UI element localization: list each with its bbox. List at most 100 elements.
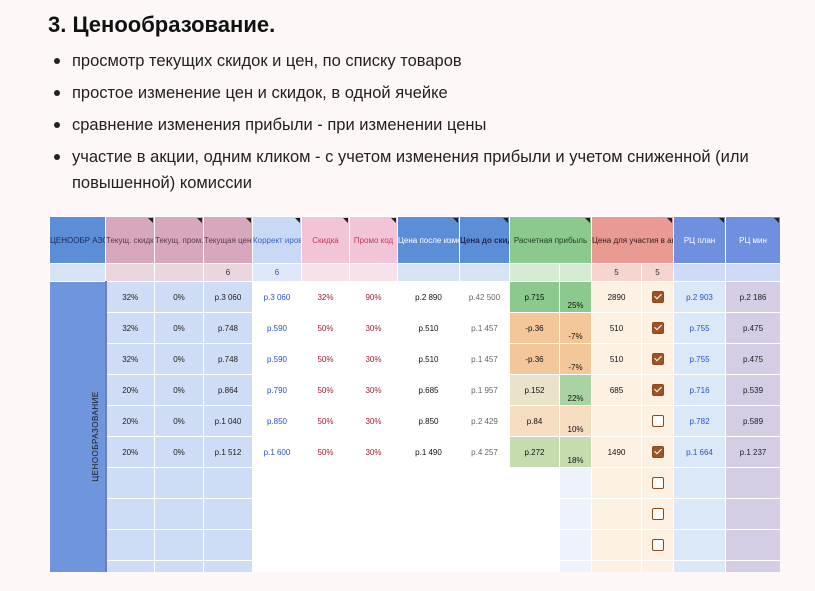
cell-current-promo[interactable]: 0% bbox=[154, 343, 204, 375]
cell-price-after[interactable] bbox=[397, 467, 460, 499]
cell-calc-profit[interactable]: р.152 bbox=[509, 374, 560, 406]
cell-promo-price[interactable]: 1490 bbox=[591, 436, 643, 468]
cell-price-before[interactable]: р.1 457 bbox=[459, 343, 510, 375]
promo-checkbox-checked[interactable] bbox=[651, 446, 664, 458]
cell-promo-code[interactable]: 30% bbox=[349, 436, 398, 468]
cell-price-correction[interactable] bbox=[252, 560, 302, 572]
cell-discount[interactable]: 50% bbox=[301, 436, 350, 468]
cell-current-price[interactable] bbox=[203, 529, 253, 561]
cell-price-after[interactable]: р.510 bbox=[397, 312, 460, 344]
cell-price-before[interactable]: р.1 457 bbox=[459, 312, 510, 344]
cell-rrp-plan[interactable]: р.755 bbox=[673, 343, 727, 375]
cell-current-promo[interactable] bbox=[154, 467, 204, 499]
cell-current-price[interactable]: р.1 512 bbox=[203, 436, 253, 468]
promo-checkbox-checked[interactable] bbox=[651, 384, 664, 396]
cell-price-correction[interactable]: р.790 bbox=[252, 374, 302, 406]
cell-calc-profit[interactable] bbox=[509, 498, 560, 530]
cell-current-price[interactable]: р.3 060 bbox=[203, 281, 253, 313]
cell-discount[interactable]: 50% bbox=[301, 343, 350, 375]
cell-promo-code[interactable] bbox=[349, 498, 398, 530]
cell-discount[interactable] bbox=[301, 560, 350, 572]
cell-current-promo[interactable] bbox=[154, 560, 204, 572]
cell-price-after[interactable]: р.685 bbox=[397, 374, 460, 406]
promo-checkbox-checked[interactable] bbox=[651, 322, 664, 334]
cell-rrp-min[interactable]: р.475 bbox=[725, 312, 780, 344]
cell-price-before[interactable] bbox=[459, 560, 510, 572]
cell-current-price[interactable]: р.1 040 bbox=[203, 405, 253, 437]
cell-current-discount[interactable] bbox=[105, 467, 155, 499]
cell-rrp-plan[interactable]: р.2 903 bbox=[673, 281, 727, 313]
cell-promo-price[interactable]: 2890 bbox=[591, 281, 643, 313]
cell-rrp-min[interactable] bbox=[725, 467, 780, 499]
cell-rrp-min[interactable]: р.1 237 bbox=[725, 436, 780, 468]
col-header-promo-code[interactable]: Промо код bbox=[349, 216, 398, 264]
cell-price-after[interactable]: р.510 bbox=[397, 343, 460, 375]
cell-promo-price[interactable]: 685 bbox=[591, 374, 643, 406]
cell-promo-code[interactable] bbox=[349, 560, 398, 572]
col-header-price-correction[interactable]: Коррект ировка цены bbox=[252, 216, 302, 264]
cell-price-correction[interactable] bbox=[252, 529, 302, 561]
cell-current-discount[interactable]: 32% bbox=[105, 281, 155, 313]
cell-current-discount[interactable] bbox=[105, 498, 155, 530]
cell-price-before[interactable]: р.4 257 bbox=[459, 436, 510, 468]
cell-rrp-min[interactable]: р.589 bbox=[725, 405, 780, 437]
col-header-discount[interactable]: Скидка bbox=[301, 216, 350, 264]
col-header-promo-price[interactable]: Цена для участия в акции bbox=[591, 216, 675, 264]
cell-price-after[interactable]: р.2 890 bbox=[397, 281, 460, 313]
cell-price-before[interactable]: р.2 429 bbox=[459, 405, 510, 437]
cell-calc-profit[interactable] bbox=[509, 467, 560, 499]
col-header-rrp-plan[interactable]: РЦ план bbox=[673, 216, 727, 264]
cell-discount[interactable] bbox=[301, 467, 350, 499]
cell-rrp-min[interactable]: р.2 186 bbox=[725, 281, 780, 313]
promo-checkbox[interactable] bbox=[651, 415, 664, 427]
col-header-price-before[interactable]: Цена до скидки bbox=[459, 216, 510, 264]
cell-current-promo[interactable]: 0% bbox=[154, 312, 204, 344]
cell-price-before[interactable] bbox=[459, 467, 510, 499]
cell-rrp-min[interactable]: р.539 bbox=[725, 374, 780, 406]
cell-calc-profit[interactable]: -р.36 bbox=[509, 343, 560, 375]
cell-price-before[interactable] bbox=[459, 529, 510, 561]
cell-current-promo[interactable]: 0% bbox=[154, 281, 204, 313]
cell-price-before[interactable]: р.1 957 bbox=[459, 374, 510, 406]
cell-promo-price[interactable] bbox=[591, 529, 643, 561]
cell-discount[interactable] bbox=[301, 498, 350, 530]
col-header-current-promo[interactable]: Текущ. пром. bbox=[154, 216, 204, 264]
cell-promo-price[interactable]: 510 bbox=[591, 343, 643, 375]
cell-promo-code[interactable] bbox=[349, 467, 398, 499]
cell-discount[interactable]: 50% bbox=[301, 374, 350, 406]
cell-rrp-plan[interactable]: р.1 664 bbox=[673, 436, 727, 468]
cell-calc-profit[interactable] bbox=[509, 560, 560, 572]
cell-price-correction[interactable]: р.590 bbox=[252, 312, 302, 344]
cell-rrp-plan[interactable] bbox=[673, 467, 727, 499]
cell-promo-code[interactable]: 90% bbox=[349, 281, 398, 313]
cell-current-price[interactable] bbox=[203, 498, 253, 530]
cell-price-after[interactable] bbox=[397, 498, 460, 530]
cell-discount[interactable]: 50% bbox=[301, 405, 350, 437]
cell-promo-price[interactable]: 510 bbox=[591, 312, 643, 344]
cell-current-price[interactable]: р.748 bbox=[203, 312, 253, 344]
cell-price-after[interactable] bbox=[397, 560, 460, 572]
cell-rrp-min[interactable]: р.475 bbox=[725, 343, 780, 375]
cell-calc-profit[interactable]: р.272 bbox=[509, 436, 560, 468]
cell-promo-price[interactable] bbox=[591, 467, 643, 499]
promo-checkbox[interactable] bbox=[651, 508, 664, 520]
promo-checkbox-checked[interactable] bbox=[651, 353, 664, 365]
cell-price-correction[interactable]: р.850 bbox=[252, 405, 302, 437]
cell-price-correction[interactable]: р.3 060 bbox=[252, 281, 302, 313]
cell-discount[interactable] bbox=[301, 529, 350, 561]
cell-current-discount[interactable] bbox=[105, 529, 155, 561]
cell-price-correction[interactable] bbox=[252, 467, 302, 499]
cell-calc-profit[interactable]: р.84 bbox=[509, 405, 560, 437]
cell-rrp-min[interactable] bbox=[725, 529, 780, 561]
col-header-calc-profit[interactable]: Расчетная прибыль bbox=[508, 216, 593, 264]
col-header-current-price[interactable]: Текущая цена bbox=[203, 216, 253, 264]
cell-calc-profit[interactable] bbox=[509, 529, 560, 561]
cell-rrp-plan[interactable] bbox=[673, 529, 727, 561]
cell-current-discount[interactable]: 32% bbox=[105, 343, 155, 375]
cell-rrp-min[interactable] bbox=[725, 560, 780, 572]
cell-current-discount[interactable]: 20% bbox=[105, 436, 155, 468]
cell-current-price[interactable]: р.748 bbox=[203, 343, 253, 375]
cell-current-promo[interactable] bbox=[154, 529, 204, 561]
promo-checkbox-checked[interactable] bbox=[651, 291, 664, 303]
cell-discount[interactable]: 50% bbox=[301, 312, 350, 344]
